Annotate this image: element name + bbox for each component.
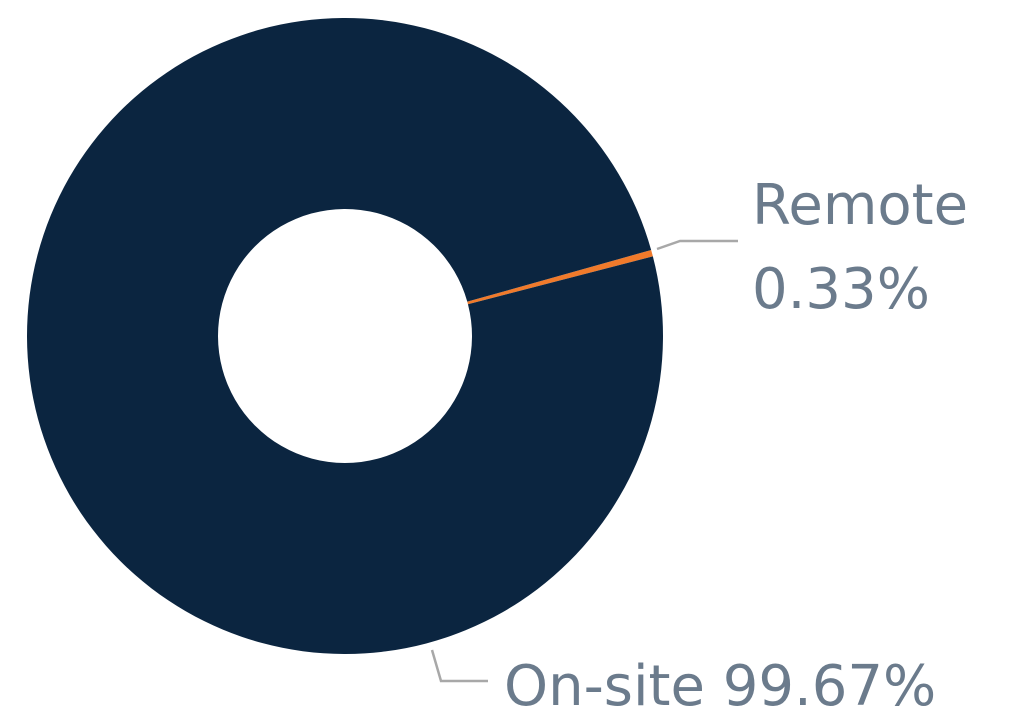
leader-line-on-site — [430, 649, 488, 683]
donut-slices — [27, 18, 664, 655]
slice-remote — [467, 250, 653, 305]
slice-label-remote-name: Remote — [752, 173, 968, 238]
slice-label-remote-value: 0.33% — [752, 257, 930, 322]
slice-label-on-site: On-site 99.67% — [504, 654, 936, 718]
slice-on-site — [27, 18, 664, 655]
leader-line-remote — [656, 239, 738, 251]
